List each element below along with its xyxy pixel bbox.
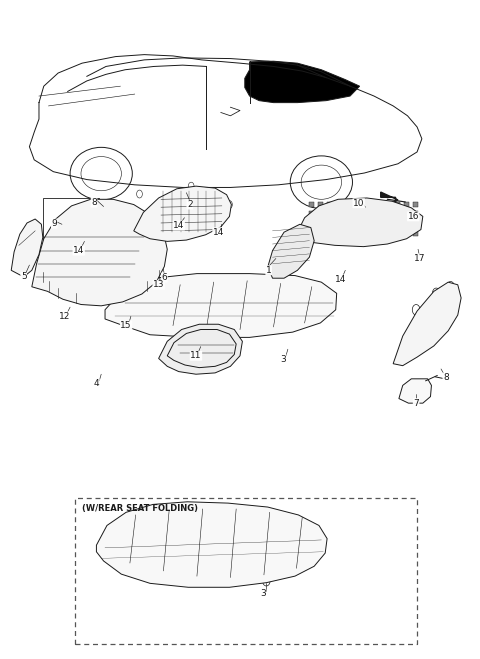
FancyArrow shape [381,192,398,208]
Polygon shape [134,186,231,241]
Bar [75,498,417,644]
Text: 8: 8 [91,198,97,207]
Text: 6: 6 [161,273,167,282]
Bar [404,231,409,236]
Polygon shape [297,198,423,246]
Bar [326,211,331,216]
Bar [352,202,357,207]
Bar [387,231,392,236]
Bar [344,220,348,225]
Text: 5: 5 [21,272,26,281]
Bar [370,231,374,236]
Bar [310,220,314,225]
Bar [335,220,340,225]
Bar [413,220,418,225]
Text: 1: 1 [266,266,272,275]
Bar [387,211,392,216]
Bar [378,220,383,225]
Polygon shape [105,273,336,337]
Text: 2: 2 [187,200,192,209]
Bar [361,202,366,207]
Bar [352,231,357,236]
Text: 3: 3 [260,589,266,598]
Polygon shape [158,324,242,374]
Text: 15: 15 [120,321,132,330]
Bar [310,202,314,207]
Bar [361,211,366,216]
Bar [344,202,348,207]
Polygon shape [245,61,360,103]
Text: 4: 4 [94,379,99,388]
Bar [310,211,314,216]
Text: 14: 14 [213,227,224,237]
Bar [404,202,409,207]
Text: 9: 9 [51,219,57,228]
Bar [335,211,340,216]
Bar [352,220,357,225]
Bar [43,198,99,247]
Text: 3: 3 [280,355,286,364]
Bar [318,231,323,236]
Bar [318,211,323,216]
Bar [413,231,418,236]
Polygon shape [96,501,327,587]
Bar [361,220,366,225]
Text: 14: 14 [335,275,346,284]
Text: 8: 8 [443,373,449,382]
Bar [370,202,374,207]
Bar [396,231,400,236]
Bar [370,220,374,225]
Bar [413,202,418,207]
Text: 7: 7 [413,399,419,408]
Bar [326,220,331,225]
Polygon shape [399,379,432,403]
Bar [335,231,340,236]
Polygon shape [268,224,314,278]
Polygon shape [32,199,167,306]
Text: 17: 17 [414,254,425,263]
Polygon shape [393,282,461,366]
Text: 11: 11 [190,351,202,360]
Bar [344,211,348,216]
Text: 13: 13 [153,280,164,289]
Bar [387,220,392,225]
Bar [326,202,331,207]
Bar [318,220,323,225]
Bar [318,202,323,207]
Text: 14: 14 [173,221,184,230]
Text: 10: 10 [353,199,364,208]
Bar [352,211,357,216]
Bar [404,220,409,225]
Text: 16: 16 [408,212,419,221]
Bar [370,211,374,216]
Text: (W/REAR SEAT FOLDING): (W/REAR SEAT FOLDING) [82,504,198,513]
Bar [404,211,409,216]
Bar [396,202,400,207]
Bar [413,211,418,216]
Polygon shape [11,219,43,277]
Bar [344,231,348,236]
Bar [326,231,331,236]
Bar [378,211,383,216]
Bar [378,231,383,236]
Bar [310,231,314,236]
Text: 14: 14 [73,246,84,255]
Bar [396,220,400,225]
Bar [335,202,340,207]
Bar [396,211,400,216]
Bar [378,202,383,207]
Bar [387,202,392,207]
Bar [361,231,366,236]
Text: 12: 12 [59,312,70,321]
